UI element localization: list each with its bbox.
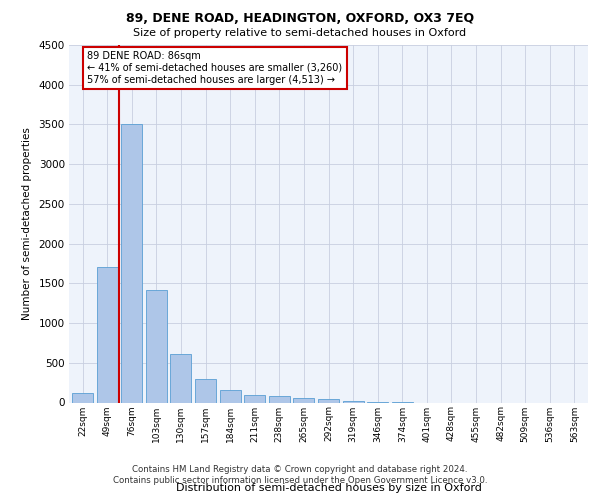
Bar [195, 380, 216, 402]
Bar [293, 398, 314, 402]
Bar [121, 124, 142, 402]
Bar [146, 290, 167, 403]
Y-axis label: Number of semi-detached properties: Number of semi-detached properties [22, 128, 32, 320]
Bar [72, 393, 93, 402]
Text: 89, DENE ROAD, HEADINGTON, OXFORD, OX3 7EQ: 89, DENE ROAD, HEADINGTON, OXFORD, OX3 7… [126, 12, 474, 26]
Bar [318, 400, 339, 402]
Text: Contains HM Land Registry data © Crown copyright and database right 2024.: Contains HM Land Registry data © Crown c… [132, 465, 468, 474]
Bar [244, 394, 265, 402]
Text: Size of property relative to semi-detached houses in Oxford: Size of property relative to semi-detach… [133, 28, 467, 38]
Bar [97, 268, 118, 402]
Text: 89 DENE ROAD: 86sqm
← 41% of semi-detached houses are smaller (3,260)
57% of sem: 89 DENE ROAD: 86sqm ← 41% of semi-detach… [88, 52, 343, 84]
Bar [170, 354, 191, 403]
Bar [269, 396, 290, 402]
X-axis label: Distribution of semi-detached houses by size in Oxford: Distribution of semi-detached houses by … [176, 484, 481, 494]
Bar [220, 390, 241, 402]
Text: Contains public sector information licensed under the Open Government Licence v3: Contains public sector information licen… [113, 476, 487, 485]
